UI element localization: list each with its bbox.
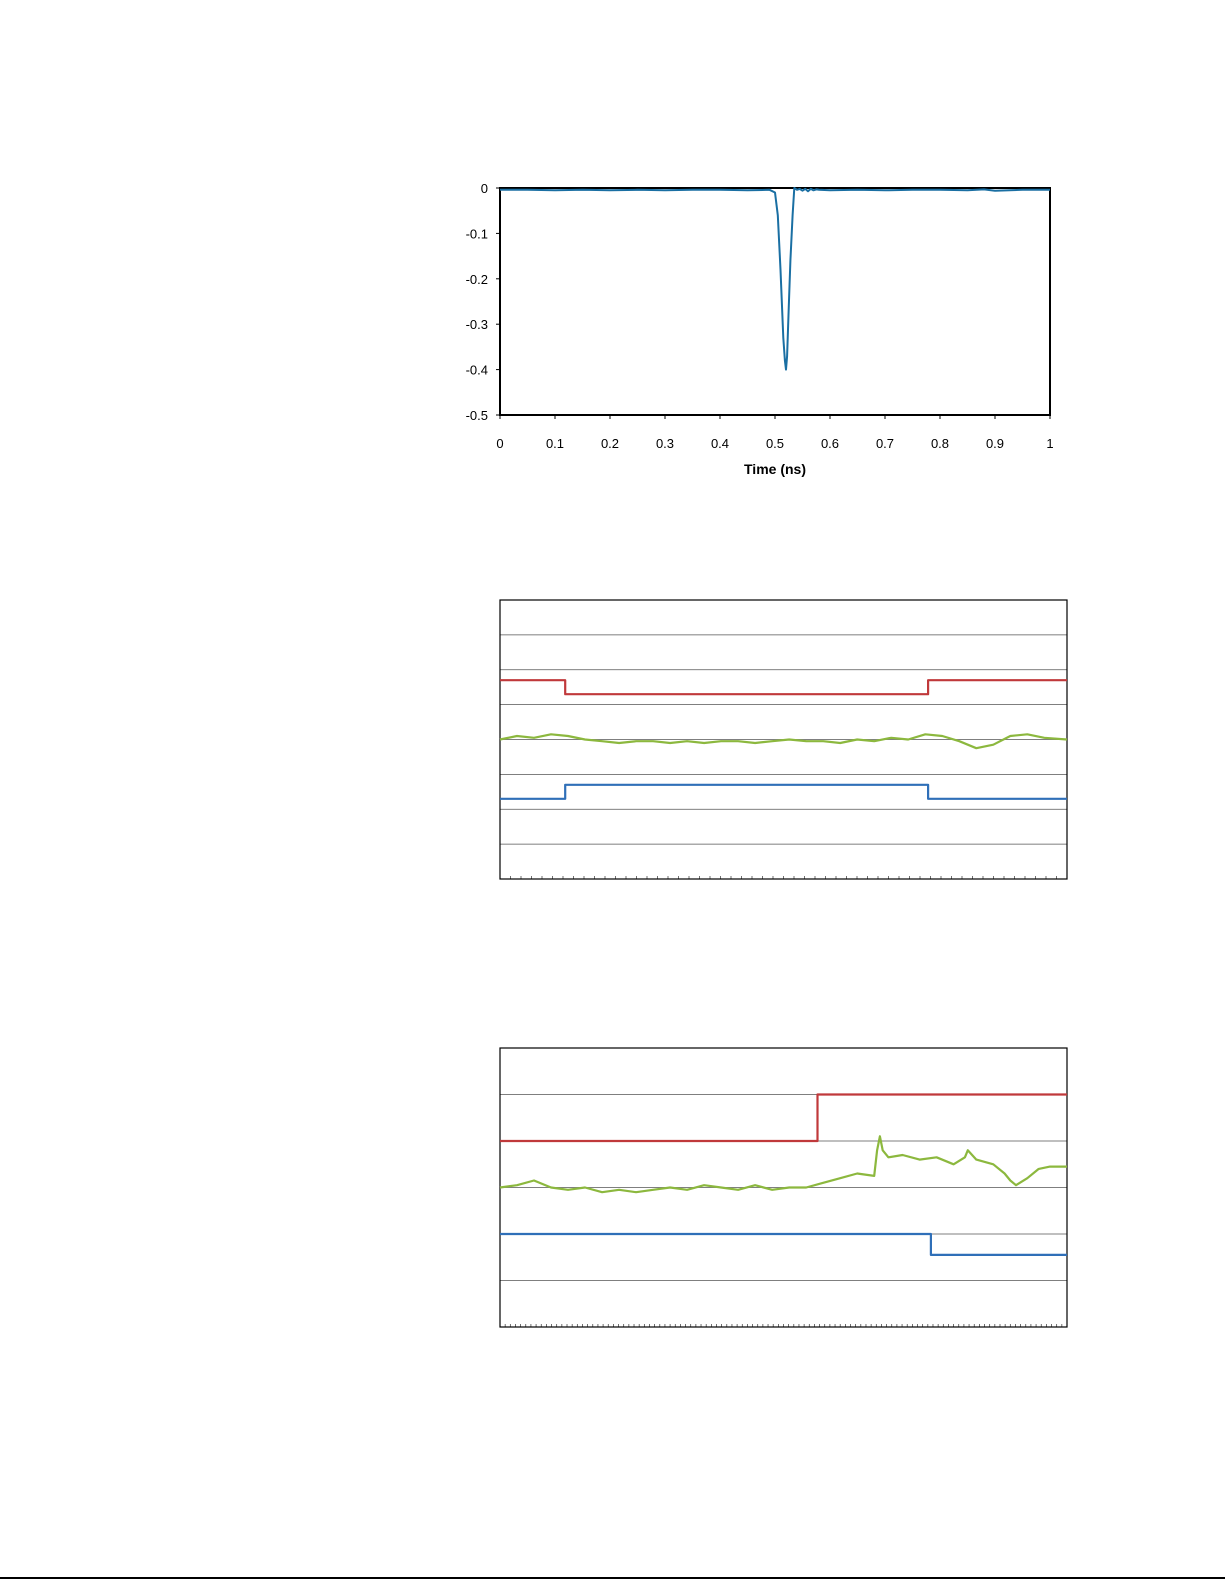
y-tick-label: -0.1	[466, 226, 488, 241]
x-tick-label: 1	[1046, 436, 1053, 451]
y-tick-label: -0.4	[466, 363, 488, 378]
series-line-1	[499, 733, 1068, 750]
chart-pulse-response: 0 -0.1 -0.2 -0.3 -0.4 -0.5 0 0.1 0.2 0.3 0.4 0.5 0.6…	[466, 181, 1054, 477]
chart-traces-2	[499, 1047, 1068, 1328]
plot-frame	[499, 187, 1051, 416]
x-tick-label: 0.8	[931, 436, 949, 451]
y-tick-label: -0.3	[466, 317, 488, 332]
x-tick-label: 0.9	[986, 436, 1004, 451]
series-line-0	[500, 679, 1067, 696]
x-tick-label: 0.6	[821, 436, 839, 451]
chart-traces-1	[499, 599, 1068, 880]
x-tick-label: 0.3	[656, 436, 674, 451]
x-tick-label: 0.4	[711, 436, 729, 451]
series-line-2	[500, 1232, 1067, 1256]
page-bottom-rule	[0, 1577, 1225, 1579]
y-tick-label: -0.2	[466, 272, 488, 287]
x-tick-label: 0.2	[601, 436, 619, 451]
series-line-0	[500, 1093, 1067, 1143]
x-tick-label: 0	[496, 436, 503, 451]
series-line-1	[499, 1135, 1067, 1194]
series-line-0	[500, 187, 1050, 371]
y-tick-label: -0.5	[466, 408, 488, 423]
series-line-2	[500, 783, 1067, 800]
x-axis-label: Time (ns)	[744, 461, 806, 477]
x-tick-label: 0.5	[766, 436, 784, 451]
x-tick-label: 0.1	[546, 436, 564, 451]
x-tick-label: 0.7	[876, 436, 894, 451]
y-tick-label: 0	[481, 181, 488, 196]
